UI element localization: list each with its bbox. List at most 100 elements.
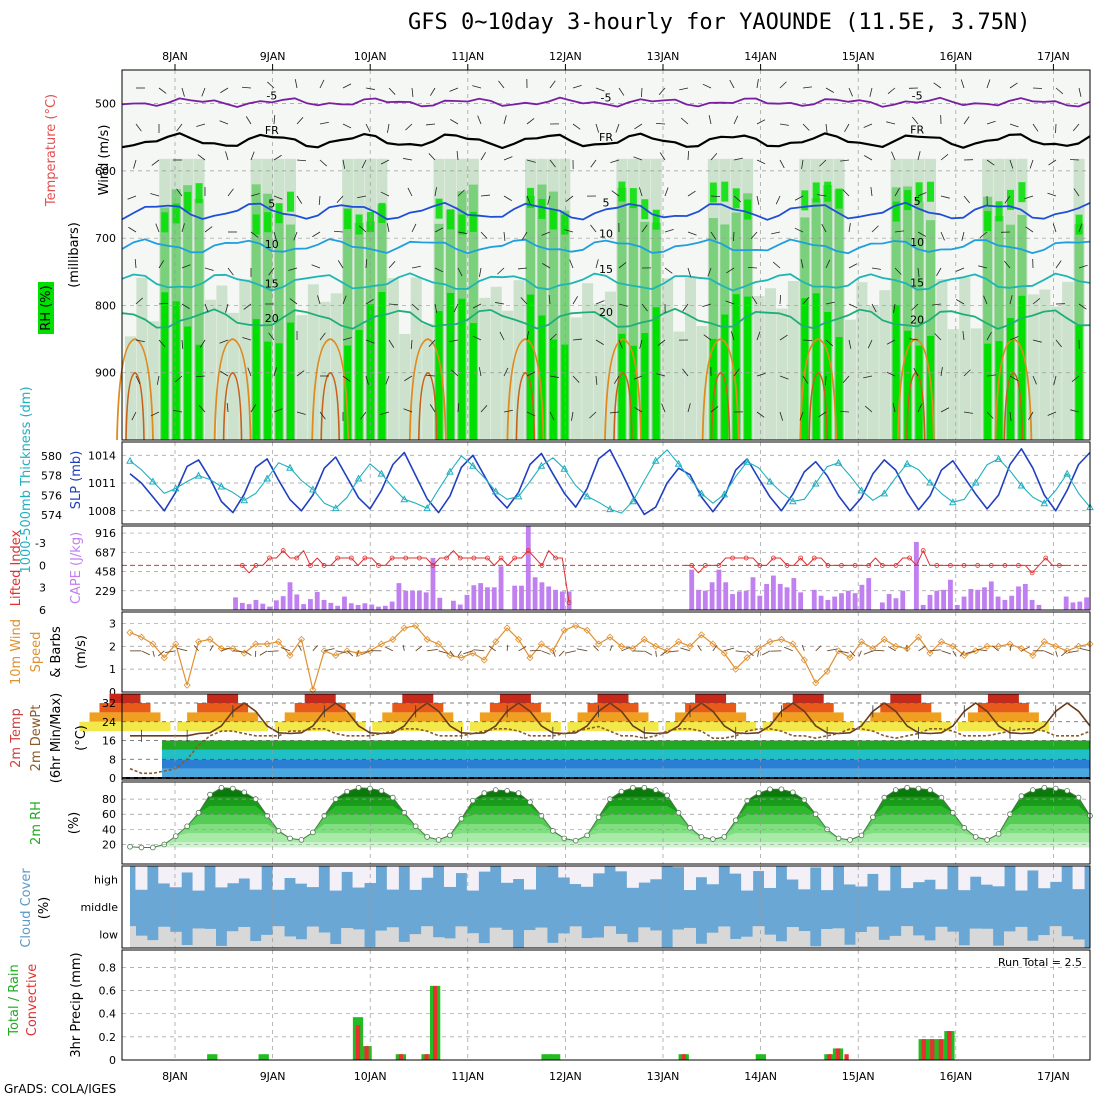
temp-band (187, 712, 259, 722)
cape-bar (696, 589, 701, 610)
wind-speed-point (823, 667, 831, 675)
wind-speed-point (229, 645, 237, 653)
rh-shade-light (296, 315, 308, 440)
cape-bar (410, 590, 415, 610)
precip-total-bar (755, 1054, 766, 1060)
wind-barb (750, 231, 758, 240)
wind-barb (595, 123, 600, 133)
wind-barb (407, 187, 413, 197)
precip-panel (121, 949, 1091, 1061)
wind-speed-point (297, 635, 305, 643)
wind-barb (478, 367, 482, 377)
wind-barb (687, 190, 696, 197)
wind-barb (497, 267, 505, 275)
wind-barb-10m (992, 645, 999, 652)
rh-point (218, 784, 225, 791)
wind-barb (911, 303, 919, 311)
thickness-point (697, 489, 706, 497)
rh-shade-high (549, 209, 557, 230)
wind-barb (135, 375, 141, 385)
wind-barb (526, 331, 529, 341)
wind-barb-10m (402, 644, 405, 651)
wind-barb-10m (644, 650, 653, 656)
wind-barb-10m (298, 644, 302, 652)
cloud-high-gap (215, 866, 228, 888)
date-label-bottom: 9JAN (260, 1070, 286, 1083)
wind-barb (572, 296, 578, 305)
wind-barb-10m (488, 645, 496, 652)
cape-bar (954, 604, 960, 610)
wind-barb (1009, 336, 1019, 341)
rh-shade-high (161, 212, 169, 233)
wind-barb-10m (463, 650, 473, 655)
wind-barb (250, 193, 260, 197)
wind-barb (610, 411, 620, 414)
lifted-index-point (1043, 555, 1049, 561)
wind-barb (802, 339, 813, 342)
rh-point (984, 837, 990, 843)
contour-label: -5 (912, 90, 923, 103)
wind-barb (549, 159, 556, 168)
cloud-low-gap (866, 926, 879, 948)
temp-band (890, 693, 922, 704)
thickness-point (651, 456, 660, 464)
wind-speed-point (137, 633, 145, 641)
rh-point (801, 797, 808, 803)
wind-speed-point (949, 642, 957, 650)
wind-speed-point (766, 638, 774, 646)
precip-tick-label: 0.6 (99, 985, 117, 998)
thickness-tick-label: 580 (41, 450, 62, 463)
wind-barb-10m (267, 650, 279, 653)
wind-speed-point (663, 647, 671, 655)
wind-barb (986, 332, 992, 341)
temp-tick-label: 0 (109, 772, 116, 785)
wind-barb (158, 339, 166, 347)
wind-speed-point (206, 635, 214, 643)
cloud-high-gap (855, 866, 868, 887)
thickness-point (537, 461, 546, 469)
rh-point (561, 835, 568, 842)
wind-speed-point (332, 651, 340, 659)
cloud-low-gap (672, 929, 685, 948)
wind-barb (634, 123, 643, 130)
rh-shade-light (136, 277, 148, 440)
cloud-row-label: low (99, 928, 118, 941)
wind-speed-point (355, 649, 363, 657)
cape-bar (376, 606, 381, 610)
wind-barb (886, 371, 896, 377)
wind-barb (1055, 87, 1064, 95)
temp-band (294, 703, 346, 713)
wind-barb-10m (660, 650, 668, 657)
wind-barb (181, 339, 184, 350)
rh-shade-light (845, 319, 856, 440)
cloud-low-gap (844, 944, 856, 948)
cape-bar (273, 600, 279, 610)
wind-barb-10m (1009, 644, 1012, 651)
temp-band (957, 721, 1049, 732)
rh-point (344, 788, 350, 795)
wind-barb-10m (929, 649, 941, 652)
rh-point (492, 787, 499, 793)
rh-point (710, 836, 716, 842)
wind-speed-point (960, 651, 968, 659)
rh-shade-light (856, 282, 868, 440)
cape-bar (750, 577, 756, 610)
cloud-high-gap (444, 866, 456, 887)
wind-barb-10m (815, 645, 822, 652)
cloud-low-gap (946, 931, 959, 948)
wind-barb (610, 159, 620, 164)
temp-band (499, 693, 531, 704)
rh-shade-high (652, 307, 660, 440)
cloud-high-gap (912, 866, 925, 883)
precip-convective-bar (424, 1054, 429, 1060)
cape-bar (709, 582, 715, 610)
wind-barb (150, 411, 160, 417)
wind-barb-10m (873, 649, 885, 652)
wind-barb (707, 267, 712, 277)
rh-point (835, 835, 842, 842)
cape-bar (995, 596, 1001, 610)
wind-barb (526, 411, 536, 417)
wind-barb (848, 87, 853, 97)
rh-shade-light (319, 301, 331, 440)
rh-shade-light (753, 296, 765, 440)
